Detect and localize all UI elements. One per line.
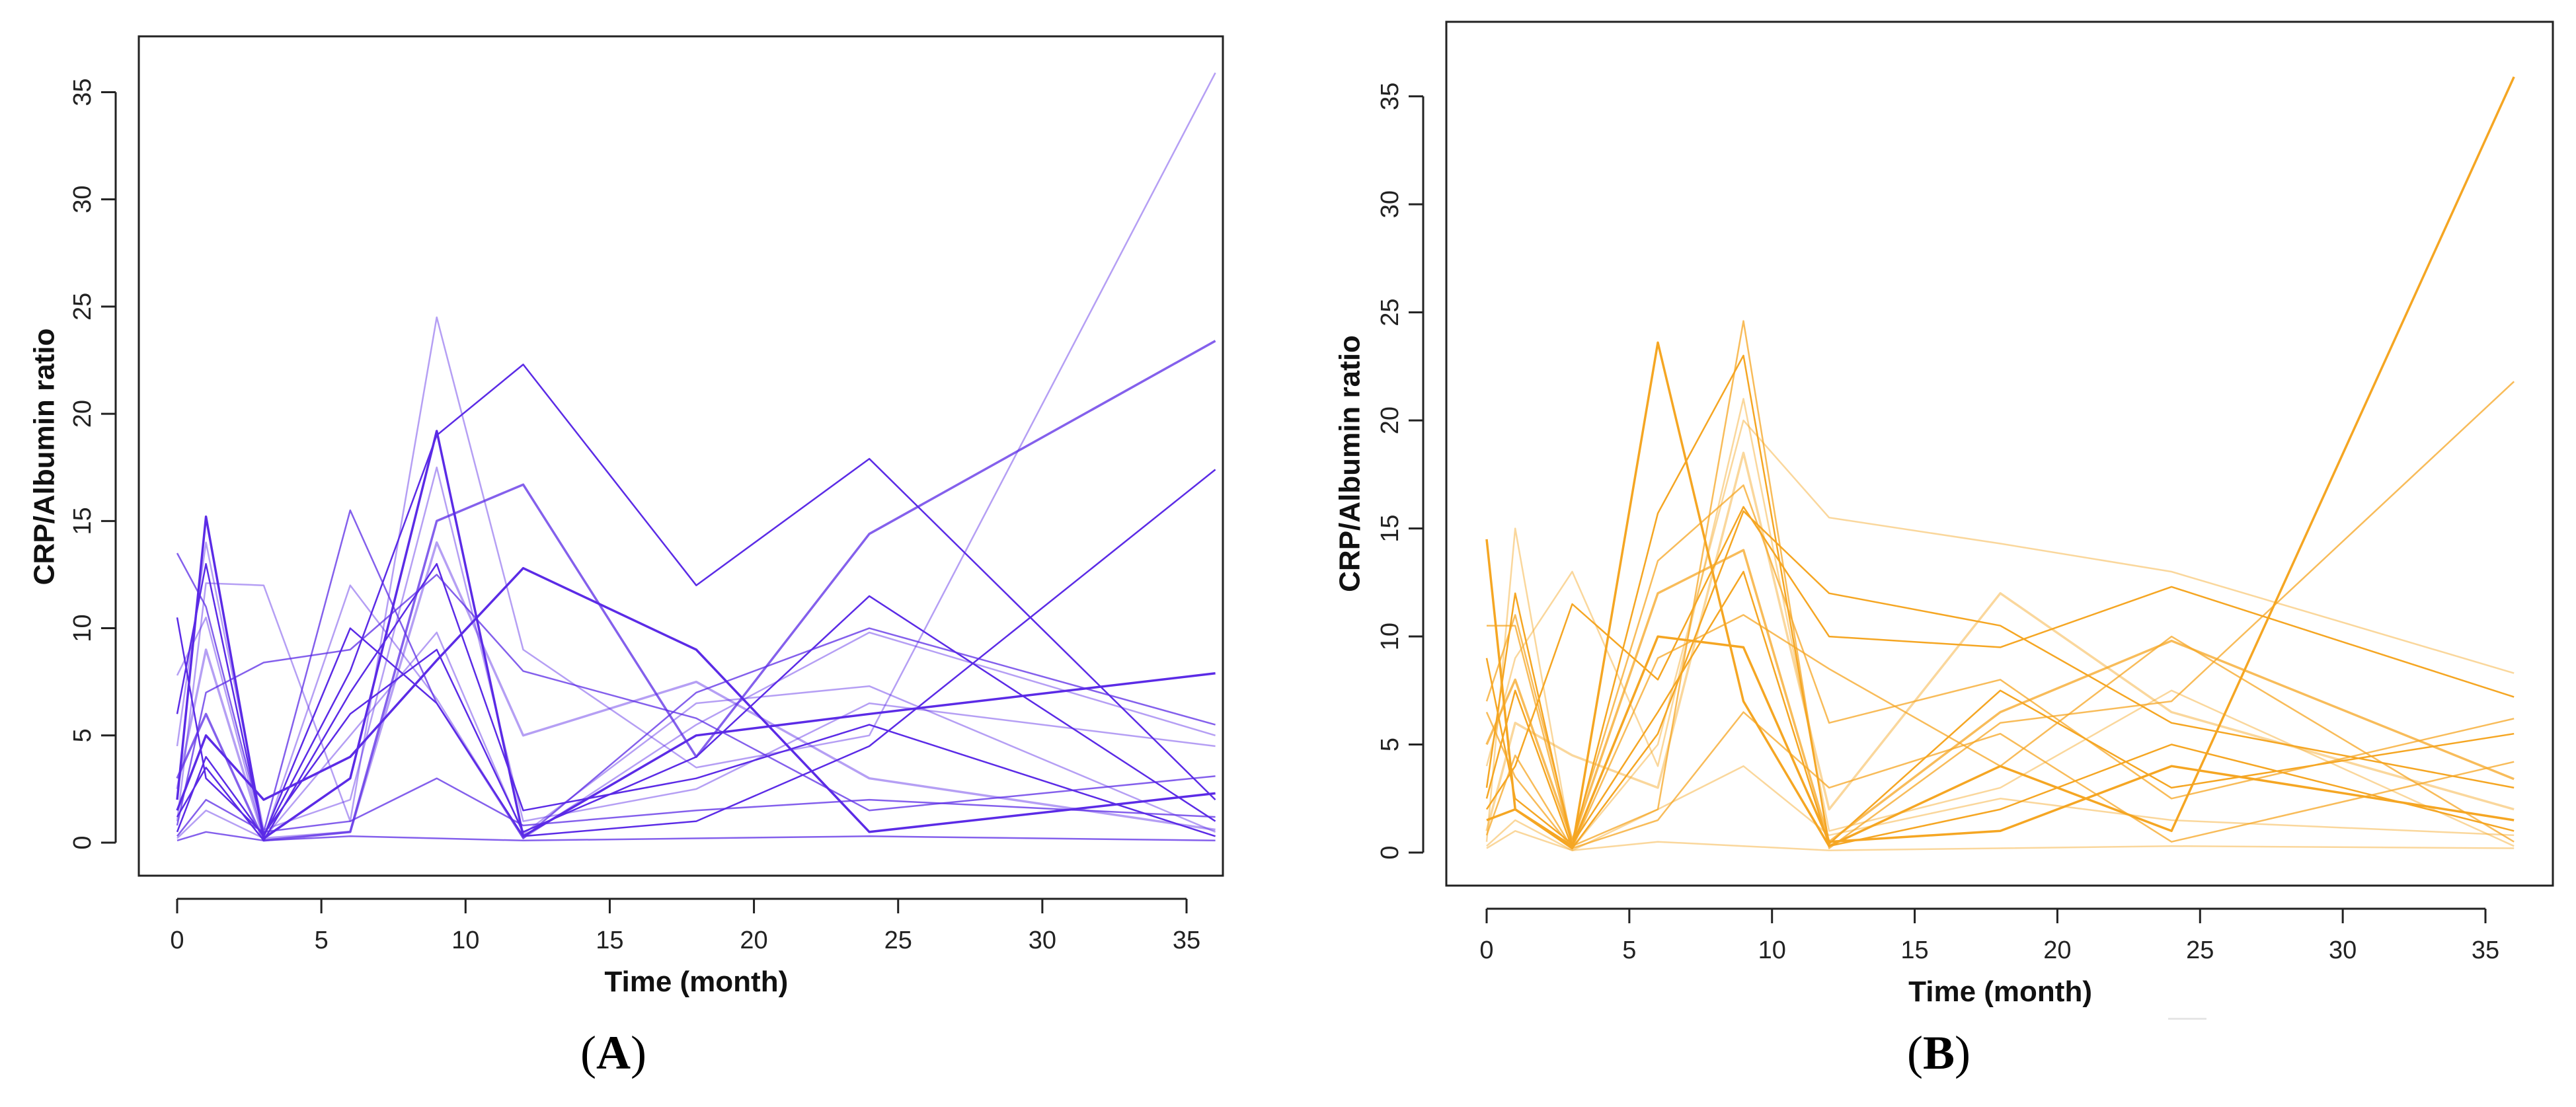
y-tick-label: 15 [69,507,97,535]
y-tick-label: 10 [69,614,97,642]
x-tick-label: 25 [2186,936,2214,964]
x-tick-label: 0 [1479,936,1493,964]
y-tick-label: 10 [1376,623,1404,650]
series-line [1486,765,2515,851]
y-tick-label: 25 [69,293,97,321]
x-tick-label: 15 [1900,936,1928,964]
y-axis-label: CRP/Albumin ratio [1334,335,1366,592]
series-line [1485,76,2515,850]
x-axis-label: Time (month) [604,966,788,998]
y-tick-label: 25 [1376,298,1404,326]
series-line [1485,451,2515,831]
x-tick-label: 30 [1029,927,1056,954]
y-axis-label: CRP/Albumin ratio [28,328,61,586]
chart-panel-a: 0 5 10 15 20 25 30 35 Time (month) 0 5 10 15 20 25 30 35… [28,35,1224,998]
plot-frame [137,35,1224,877]
series-line [1485,419,2515,849]
panel-letter-a: A [596,1026,631,1079]
x-tick-label: 25 [884,927,912,954]
series-line [1485,510,2515,849]
chart-panel-b: 0 5 10 15 20 25 30 35 Time (month) 0 5 10 15 20 25 30 35… [1334,20,2554,1008]
series-line [1485,354,2515,847]
series-lines [176,72,1216,842]
series-line [1486,635,2515,847]
x-tick-label: 0 [170,927,184,954]
x-tick-label: 35 [1173,927,1200,954]
series-line [176,363,1216,837]
series-lines [1485,76,2515,851]
y-tick-label: 20 [1376,406,1404,434]
series-line [176,831,1216,842]
series-line [176,574,1216,826]
y-tick-label: 35 [1376,83,1404,110]
series-line [1485,549,2515,843]
y-tick-label: 20 [69,400,97,428]
panel-label-b: (B) [1907,1026,1971,1079]
series-line [176,777,1216,837]
y-tick-label: 0 [69,835,97,849]
series-line [176,584,1216,839]
y-tick-label: 15 [1376,514,1404,542]
series-line [1485,711,2515,849]
series-line [176,72,1216,822]
series-line [1485,484,2515,841]
x-tick-label: 5 [1622,936,1636,964]
x-tick-label: 20 [740,927,767,954]
y-tick-label: 35 [69,78,97,106]
stray-mark [2168,1018,2206,1020]
series-line [1487,320,2515,849]
y-tick-label: 30 [69,186,97,213]
y-tick-label: 0 [1376,845,1404,859]
panel-label-a: (A) [580,1026,646,1079]
series-line [176,430,1216,840]
series-line [176,541,1216,840]
x-tick-label: 10 [451,927,479,954]
x-tick-label: 30 [2329,936,2357,964]
series-line [1485,614,2515,849]
series-line [176,466,1216,831]
series-line [1485,506,2515,810]
series-line [176,595,1216,835]
x-tick-label: 35 [2472,936,2499,964]
series-line [1485,570,2515,847]
series-line [1486,830,2515,851]
x-tick-label: 20 [2043,936,2071,964]
panel-letter-b: B [1922,1026,1955,1079]
series-line [176,562,1216,842]
y-tick-label: 5 [69,728,97,742]
y-tick-label: 5 [1376,738,1404,751]
series-line [1485,398,2515,847]
y-tick-label: 30 [1376,190,1404,218]
series-line [176,566,1216,833]
x-tick-label: 5 [315,927,329,954]
x-axis-label: Time (month) [1908,975,2092,1008]
x-tick-label: 10 [1758,936,1786,964]
x-tick-label: 15 [596,927,623,954]
series-line [176,631,1216,839]
plot-frame [1445,20,2554,887]
